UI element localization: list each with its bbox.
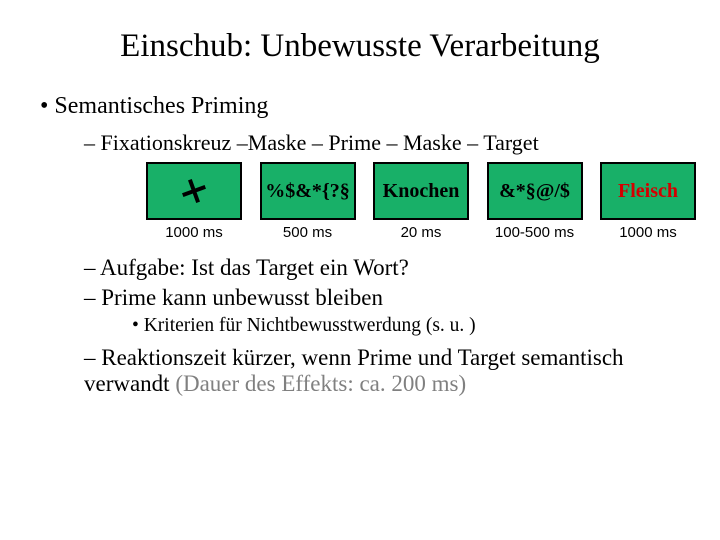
box-mask-2: &*§@/$ bbox=[487, 162, 583, 220]
time-prime: 20 ms bbox=[373, 224, 469, 241]
box-mask-1: %$&*{?§ bbox=[260, 162, 356, 220]
time-mask2: 100-500 ms bbox=[487, 224, 583, 241]
slide-title: Einschub: Unbewusste Verarbeitung bbox=[36, 28, 684, 65]
rt-text-gray: (Dauer des Effekts: ca. 200 ms) bbox=[175, 371, 466, 396]
sequence-text: Fixationskreuz –Maske – Prime – Maske – … bbox=[101, 130, 539, 155]
prime-text: Knochen bbox=[383, 180, 460, 203]
target-text: Fleisch bbox=[618, 180, 678, 203]
time-fixation: 1000 ms bbox=[146, 224, 242, 241]
bullet-criteria: Kriterien für Nichtbewusstwerdung (s. u.… bbox=[132, 315, 684, 337]
timing-row: 1000 ms 500 ms 20 ms 100-500 ms 1000 ms bbox=[146, 224, 696, 241]
bullet-reaction-time: Reaktionszeit kürzer, wenn Prime und Tar… bbox=[84, 345, 684, 397]
box-target: Fleisch bbox=[600, 162, 696, 220]
stimulus-row: %$&*{?§ Knochen &*§@/$ Fleisch bbox=[146, 162, 696, 220]
mask1-text: %$&*{?§ bbox=[265, 180, 350, 203]
bullet-sequence-line: Fixationskreuz –Maske – Prime – Maske – … bbox=[84, 130, 684, 156]
box-fixation bbox=[146, 162, 242, 220]
bullet-semantic-priming: Semantisches Priming bbox=[40, 93, 684, 120]
time-target: 1000 ms bbox=[600, 224, 696, 241]
box-prime: Knochen bbox=[373, 162, 469, 220]
bullet-task: Aufgabe: Ist das Target ein Wort? bbox=[84, 255, 684, 281]
mask2-text: &*§@/$ bbox=[499, 180, 570, 203]
fixation-cross-icon bbox=[179, 176, 210, 207]
bullet-prime-unconscious: Prime kann unbewusst bleiben bbox=[84, 285, 684, 311]
time-mask1: 500 ms bbox=[260, 224, 356, 241]
